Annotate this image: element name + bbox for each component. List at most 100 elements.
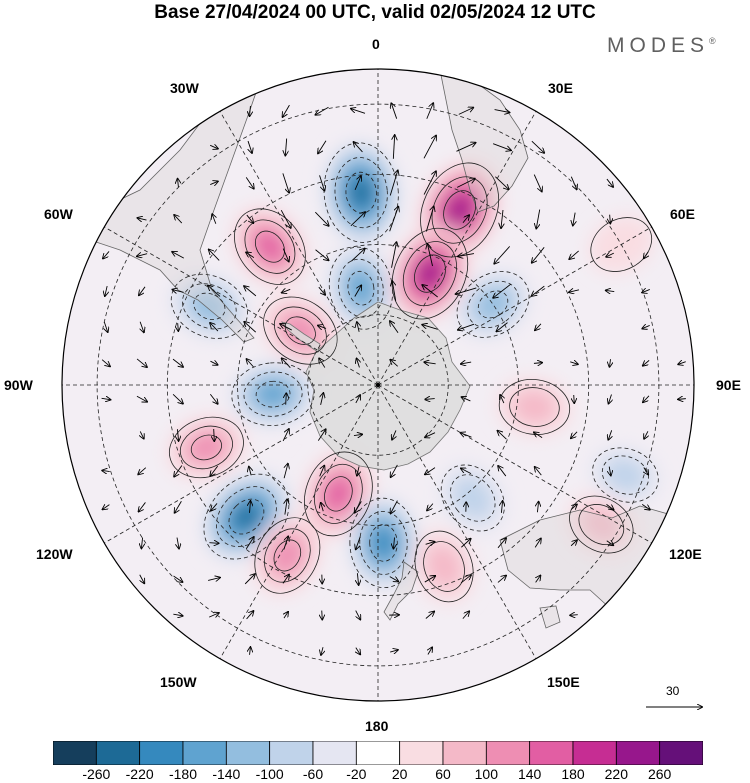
wind-vector-arrow [569,290,580,292]
wind-vector-arrow [318,286,325,295]
wind-vector-arrow [315,211,328,226]
wind-vector-arrow [140,431,144,438]
wind-vector-arrow [570,504,577,509]
wind-vector-arrow [494,246,511,263]
wind-vector-arrow [173,614,182,616]
wind-vector-arrow [136,395,147,401]
colorbar-tick-label: 140 [517,766,542,782]
anomaly-band [604,457,647,493]
wind-vector-arrow [355,501,362,512]
wind-vector-arrow [245,177,254,188]
wind-vector-arrow [391,464,398,477]
lon-label-90w: 90W [4,377,33,393]
wind-vector-arrow [282,173,289,192]
lon-label-60e: 60E [670,206,695,222]
meridian-line [219,384,379,659]
wind-vector-arrow [209,145,218,148]
colorbar-swatch [442,741,487,765]
lon-label-60w: 60W [44,206,73,222]
wind-vector-arrow [172,252,185,259]
wind-vector-arrow [317,429,325,441]
wind-vector-arrow [139,502,146,511]
wind-vector-arrow [500,395,504,404]
wind-vector-arrow [532,247,545,262]
wind-vector-arrow [209,613,219,617]
contour-line [369,524,398,562]
wind-vector-arrow [246,252,255,258]
wind-vector-arrow [492,143,511,151]
wind-vector-arrow [315,249,329,261]
wind-vector-arrow [644,251,648,258]
wind-vector-arrow [461,362,472,364]
wind-vector-arrow [321,503,323,512]
wind-vector-arrow [497,538,506,549]
wind-vector-arrow [354,176,361,191]
wind-vector-arrow [535,467,542,476]
lon-label-120w: 120W [36,546,73,562]
wind-vector-arrow [643,395,650,402]
modes-logo: MODES® [607,34,716,58]
wind-vector-arrow [608,430,611,439]
wind-vector-arrow [101,398,111,399]
wind-vector-arrow [428,647,432,655]
wind-vector-arrow [285,138,286,156]
anomaly-band [420,262,440,286]
wind-vector-arrow [425,612,434,619]
wind-vector-arrow [391,103,398,119]
wind-vector-arrow [355,610,361,620]
wind-vector-arrow [138,467,147,475]
wind-vector-arrow [498,431,507,440]
contour-line [234,208,306,285]
wind-vector-arrow [286,393,287,405]
wind-vector-arrow [208,578,220,581]
wind-vector-arrow [250,105,251,116]
wind-vector-arrow [389,576,398,582]
colorbar-tick-label: -260 [82,766,111,782]
wind-vector-arrow [606,541,613,545]
wind-vector-arrow [426,103,433,119]
wind-vector-arrow [208,286,221,297]
map-boundary-circle [61,68,695,702]
wind-vector-arrow [424,576,435,583]
wind-vector-arrow [138,218,147,220]
wind-vector-arrow [570,362,578,364]
wind-vector-arrow [422,285,438,298]
contour-line [592,447,659,503]
wind-vector-arrow [210,465,218,476]
wind-vector-arrow [456,287,477,294]
contour-line [334,157,388,229]
wind-vector-arrow [642,325,650,328]
contour-line [169,416,244,479]
wind-vector-arrow [354,285,361,297]
wind-vector-arrow [606,503,613,509]
anomaly-band [325,478,351,510]
anomaly-band [452,476,494,520]
contour-line [273,539,302,572]
wind-vector-arrow [282,575,289,584]
meridian-line [104,226,379,386]
wind-vector-arrow [244,286,257,297]
wind-vector-arrow [103,251,110,258]
wind-vector-arrow [103,505,110,510]
colorbar-tick-label: -140 [212,766,241,782]
wind-vector-arrow [245,537,253,550]
wind-vector-arrow [495,176,508,190]
contour-line [254,517,321,594]
wind-vector-arrow [357,466,359,475]
wind-vector-arrow [356,395,360,404]
anomaly-field [62,69,694,701]
wind-vector-arrow [102,470,110,471]
wind-vector-arrow [140,574,145,583]
wind-vector-arrow [461,539,470,548]
wind-vector-arrow [606,253,614,257]
contour-line [179,425,233,470]
wind-vector-arrow [173,290,184,293]
colorbar-swatch [225,741,271,765]
wind-vector-arrow [356,647,360,655]
wind-vector-arrow [609,359,610,367]
anomaly-band [257,382,289,406]
contour-line [193,292,226,320]
wind-vector-arrow [140,321,144,333]
contour-line [304,451,373,537]
contour-line [456,271,530,338]
